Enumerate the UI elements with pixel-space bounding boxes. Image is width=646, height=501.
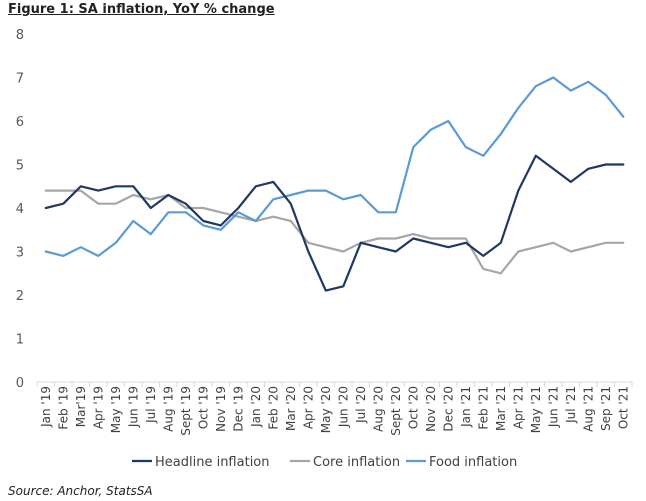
- y-axis: 0 1 2 3 4 5 6 7 8: [16, 28, 24, 391]
- x-tick-label: Feb '19: [56, 386, 70, 430]
- x-tick-label: Mar'19: [74, 386, 88, 427]
- x-tick-label: Jun '20: [336, 386, 350, 428]
- legend-label: Food inflation: [429, 455, 517, 470]
- x-tick-label: Dec '20: [441, 386, 455, 432]
- legend: Headline inflation Core inflation Food inf…: [132, 455, 517, 470]
- x-tick-label: Feb '20: [266, 386, 280, 430]
- x-axis: Jan '19 Feb '19 Mar'19 Apr '19 May '19 Jun '1…: [36, 381, 633, 436]
- x-tick-label: Mar '21: [494, 386, 508, 431]
- x-tick-label: Apr '21: [511, 386, 525, 429]
- x-tick-label: Apr '20: [301, 386, 315, 429]
- x-tick-label: Aug '20: [371, 386, 385, 432]
- x-tick-label: Oct '19: [196, 386, 210, 429]
- x-tick-label: Jul '21: [564, 386, 578, 424]
- series-layer: [44, 76, 625, 292]
- x-tick-label: Jul '19: [144, 386, 158, 424]
- x-tick-label: Sept '19: [179, 386, 193, 436]
- x-tick-label: Nov '19: [214, 386, 228, 432]
- source-note: Source: Anchor, StatsSA: [8, 484, 153, 498]
- y-tick-label: 7: [16, 72, 24, 87]
- x-tick-label: Aug '21: [581, 386, 595, 432]
- y-tick-label: 1: [16, 333, 24, 348]
- line-chart: 0 1 2 3 4 5 6 7 8 Jan '19 Feb '19 Mar'19 Apr '19 May…: [16, 28, 633, 470]
- x-tick-label: Aug '19: [161, 386, 175, 432]
- x-tick-label: Nov '20: [424, 386, 438, 432]
- y-tick-label: 6: [16, 115, 24, 130]
- y-tick-label: 0: [16, 376, 24, 391]
- x-tick-label: Apr '19: [91, 386, 105, 429]
- x-tick-label: May '21: [529, 386, 543, 433]
- x-tick-label: Feb '21: [476, 386, 490, 430]
- legend-label: Core inflation: [313, 455, 400, 470]
- x-tick-label: Jan '20: [249, 386, 263, 428]
- x-tick-label: Dec '19: [231, 386, 245, 432]
- x-tick-label: Jan '19: [39, 386, 53, 428]
- x-tick-label: May '19: [109, 386, 123, 433]
- series-line-headline-inflation: [44, 154, 625, 292]
- x-tick-label: Jun '19: [126, 386, 140, 428]
- x-tick-label: Oct '21: [616, 386, 630, 429]
- y-tick-label: 2: [16, 289, 24, 304]
- y-tick-label: 8: [16, 28, 24, 43]
- x-tick-label: Jul '20: [354, 386, 368, 424]
- y-tick-label: 3: [16, 246, 24, 261]
- x-tick-label: May '20: [319, 386, 333, 433]
- x-tick-label: Sep '21: [599, 386, 613, 431]
- series-line-core-inflation: [44, 189, 625, 275]
- x-tick-label: Oct '20: [406, 386, 420, 429]
- y-tick-label: 4: [16, 202, 24, 217]
- x-tick-label: Sept '20: [389, 386, 403, 436]
- y-tick-label: 5: [16, 159, 24, 174]
- series-line-food-inflation: [44, 76, 625, 257]
- legend-label: Headline inflation: [155, 455, 270, 470]
- figure-title: Figure 1: SA inflation, YoY % change: [8, 2, 275, 17]
- x-tick-label: Jun '21: [546, 386, 560, 428]
- x-tick-label: Jan '21: [459, 386, 473, 428]
- x-tick-label: Mar '20: [284, 386, 298, 431]
